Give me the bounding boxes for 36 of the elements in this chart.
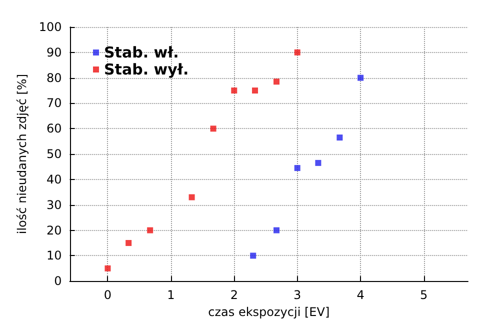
- y-tick-label: 70: [46, 96, 62, 110]
- y-tick-label: 90: [46, 45, 62, 60]
- x-axis-title: czas ekspozycji [EV]: [208, 305, 330, 319]
- y-tick-label: 40: [46, 172, 62, 186]
- point: [273, 227, 280, 234]
- y-tick-label: 30: [46, 198, 62, 212]
- x-tick-label: 1: [167, 288, 175, 302]
- x-tick-label: 2: [230, 288, 238, 302]
- point: [147, 227, 154, 234]
- point: [315, 160, 322, 166]
- y-tick-label: 80: [46, 70, 62, 85]
- legend-label: Stab. wył.: [104, 60, 189, 78]
- y-axis-title: ilość nieudanych zdjęć [%]: [15, 74, 29, 234]
- point: [104, 265, 111, 272]
- x-tick-label: 5: [420, 288, 428, 302]
- y-tick-label: 0: [54, 274, 62, 288]
- legend-label: Stab. wł.: [104, 44, 179, 62]
- x-tick-label: 4: [356, 288, 364, 302]
- point: [188, 194, 195, 200]
- x-tick-label: 3: [294, 288, 302, 302]
- point: [252, 88, 258, 94]
- y-tick-label: 20: [46, 223, 62, 238]
- point: [250, 252, 256, 259]
- point: [358, 74, 364, 81]
- y-tick-label: 60: [46, 122, 62, 136]
- point: [294, 49, 300, 56]
- point: [294, 165, 300, 172]
- y-tick-label: 10: [46, 248, 62, 263]
- point: [273, 78, 280, 85]
- y-tick-label: 100: [38, 20, 62, 34]
- point: [231, 88, 238, 94]
- y-tick-label: 50: [46, 147, 62, 162]
- x-tick-label: 0: [104, 288, 112, 302]
- point: [336, 134, 343, 141]
- point: [126, 240, 132, 246]
- point: [210, 126, 216, 132]
